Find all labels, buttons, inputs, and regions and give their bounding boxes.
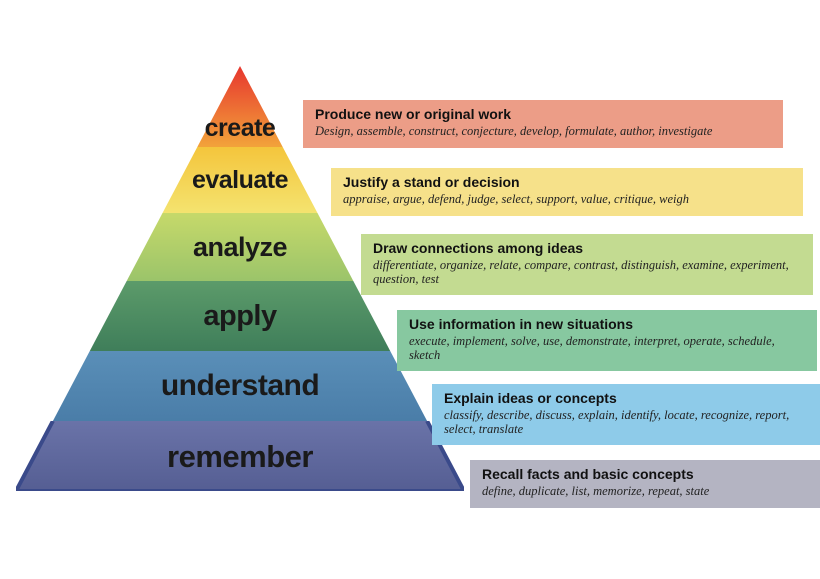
desc-box-evaluate: Justify a stand or decision appraise, arg… — [331, 168, 803, 216]
desc-title-evaluate: Justify a stand or decision — [343, 174, 791, 190]
desc-verbs-apply: execute, implement, solve, use, demonstr… — [409, 334, 805, 363]
desc-title-create: Produce new or original work — [315, 106, 771, 122]
desc-title-understand: Explain ideas or concepts — [444, 390, 808, 406]
desc-verbs-remember: define, duplicate, list, memorize, repea… — [482, 484, 808, 498]
desc-title-remember: Recall facts and basic concepts — [482, 466, 808, 482]
diagram-canvas: createevaluateanalyzeapplyunderstandreme… — [0, 0, 820, 579]
desc-title-analyze: Draw connections among ideas — [373, 240, 801, 256]
desc-box-apply: Use information in new situations execute… — [397, 310, 817, 371]
desc-verbs-analyze: differentiate, organize, relate, compare… — [373, 258, 801, 287]
desc-verbs-create: Design, assemble, construct, conjecture,… — [315, 124, 771, 138]
desc-verbs-understand: classify, describe, discuss, explain, id… — [444, 408, 808, 437]
pyramid-tier-remember: remember — [16, 421, 464, 491]
desc-box-analyze: Draw connections among ideas differentiat… — [361, 234, 813, 295]
desc-box-create: Produce new or original work Design, asse… — [303, 100, 783, 148]
desc-title-apply: Use information in new situations — [409, 316, 805, 332]
desc-box-remember: Recall facts and basic concepts define, d… — [470, 460, 820, 508]
desc-verbs-evaluate: appraise, argue, defend, judge, select, … — [343, 192, 791, 206]
desc-box-understand: Explain ideas or concepts classify, descr… — [432, 384, 820, 445]
tier-label-understand: understand — [16, 369, 464, 403]
tier-label-remember: remember — [16, 439, 464, 475]
